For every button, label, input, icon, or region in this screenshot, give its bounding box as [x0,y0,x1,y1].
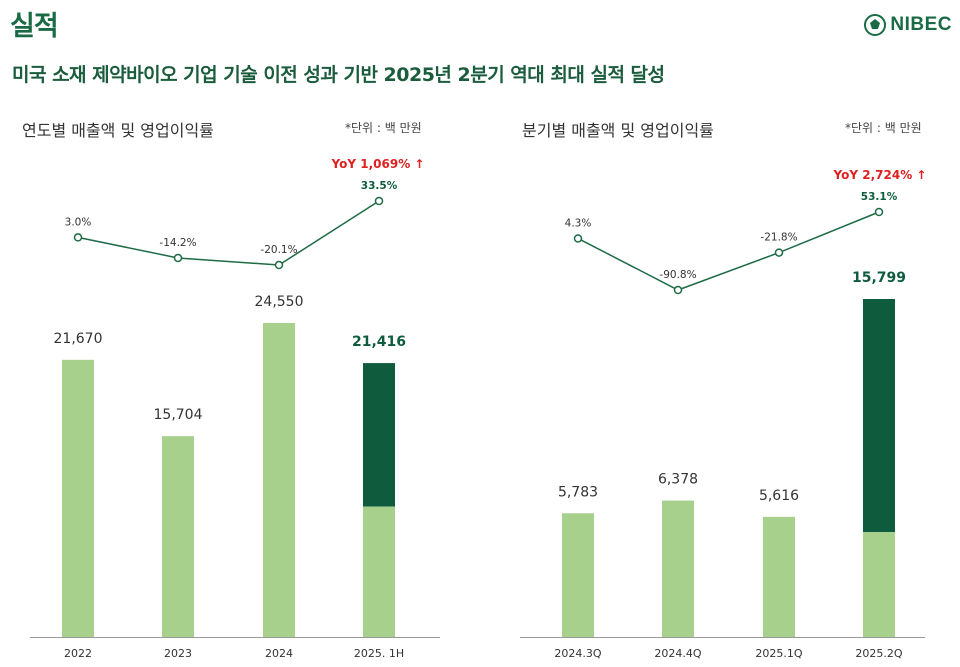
nibec-logo: NIBEC [864,14,952,36]
page-title: 실적 [10,11,59,42]
bar-upper-segment [863,299,895,533]
margin-point [73,233,83,242]
margin-point [374,196,384,206]
x-tick-label: 2025. 1H [354,647,404,660]
bar-value-label: 15,799 [852,270,906,286]
bar-value-label: 5,616 [759,488,799,504]
x-tick-label: 2022 [64,647,92,660]
bar [562,513,594,637]
margin-point [874,207,884,217]
margin-point [573,234,583,243]
bar-upper-segment [363,363,395,507]
logo-text: NIBEC [890,14,952,35]
bar-value-label: 15,704 [154,407,203,423]
chart-title-annual: 연도별 매출액 및 영업이익률 [22,121,214,140]
margin-point [673,285,683,295]
x-tick-label: 2025.2Q [855,647,902,660]
bar-value-label: 21,416 [352,334,406,350]
bar-lower-segment [363,506,395,637]
margin-label: -21.8% [760,232,797,244]
chart-title-quarterly: 분기별 매출액 및 영업이익률 [522,121,714,140]
headline: 미국 소재 제약바이오 기업 기술 이전 성과 기반 2025년 2분기 역대 … [12,64,665,86]
annual-chart: 21,670 2022 15,704 2023 24,550 2024 21,416 2025… [30,157,440,660]
margin-label: -14.2% [159,237,196,249]
margin-point [274,260,284,270]
x-tick-label: 2024.3Q [554,647,601,660]
nibec-logo-icon [864,14,887,36]
margin-label: 4.3% [565,217,592,229]
bar-value-label: 5,783 [558,484,598,500]
bar-value-label: 21,670 [54,331,103,347]
bar-value-label: 24,550 [255,294,304,310]
margin-label: -20.1% [260,244,297,256]
yoy-note: YoY 1,069% ↑ [331,157,425,171]
bar [162,436,194,637]
margin-line [77,200,380,266]
x-tick-label: 2023 [164,647,192,660]
margin-label: -90.8% [659,269,696,281]
x-tick-label: 2024.4Q [654,647,701,660]
unit-note-quarterly: *단위 : 백 만원 [845,121,922,135]
bar [763,516,795,637]
quarterly-chart: 5,783 2024.3Q 6,378 2024.4Q 5,616 2025.1Q 15,7… [520,168,927,660]
unit-note-annual: *단위 : 백 만원 [345,121,422,135]
margin-label: 3.0% [65,216,92,228]
bar [62,359,94,637]
margin-label: 33.5% [361,180,398,192]
margin-point [173,253,183,263]
bar-lower-segment [863,532,895,637]
margin-label: 53.1% [861,191,898,203]
x-tick-label: 2024 [265,647,293,660]
yoy-note: YoY 2,724% ↑ [833,168,927,182]
bar [662,500,694,637]
x-tick-label: 2025.1Q [755,647,802,660]
bar [263,323,295,637]
bar-value-label: 6,378 [658,472,698,488]
margin-point [774,248,784,257]
margin-line [577,211,880,291]
